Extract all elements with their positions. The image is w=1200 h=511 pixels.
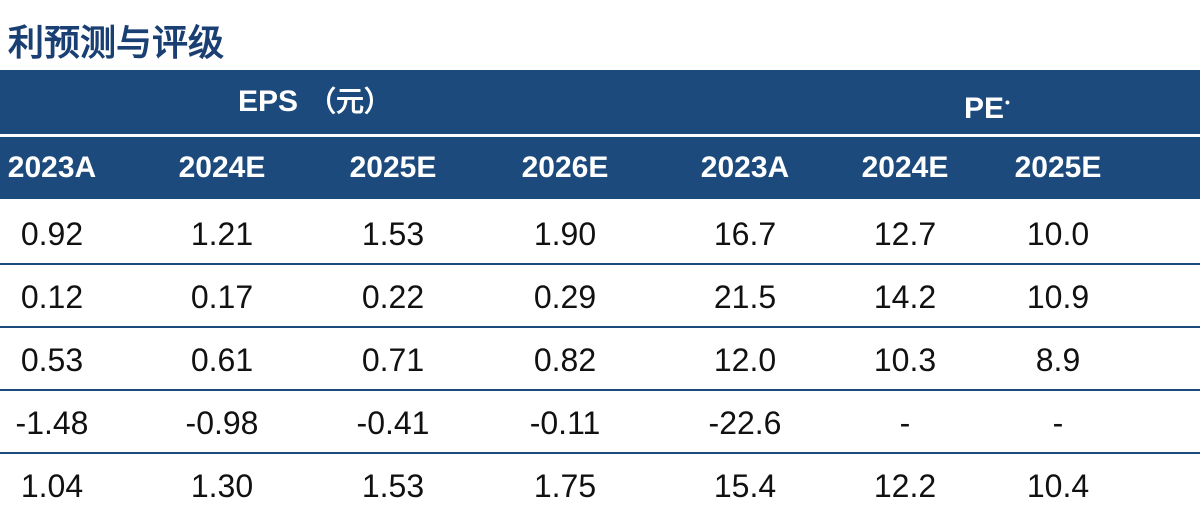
year-header-1: 2024E [178, 151, 266, 184]
table-cell: 0.17 [190, 279, 254, 315]
table-cell: 0.92 [20, 216, 84, 252]
table-cell: 1.53 [361, 216, 425, 252]
table-cell: - [899, 405, 911, 441]
table-cell: 8.9 [1035, 342, 1081, 378]
table-row: 1.04 1.30 1.53 1.75 15.4 12.2 10.4 [0, 455, 1200, 511]
table-cell: 1.30 [190, 468, 254, 504]
pe-group-header: PE• [964, 70, 1010, 134]
table-cell: -1.48 [15, 405, 89, 441]
table-row: 0.92 1.21 1.53 1.90 16.7 12.7 10.0 [0, 203, 1200, 265]
table-cell: 0.53 [20, 342, 84, 378]
table-cell: 12.2 [873, 468, 937, 504]
table-cell: 10.3 [873, 342, 937, 378]
table-cell: -0.98 [185, 405, 259, 441]
table-cell: 15.4 [713, 468, 777, 504]
year-header-row: 2023A2024E2025E2026E2023A2024E2025E2 [0, 137, 1200, 199]
table-cell: 16.7 [713, 216, 777, 252]
year-header-3: 2026E [521, 151, 609, 184]
table-cell: 0.82 [533, 342, 597, 378]
pe-label: PE [964, 92, 1005, 125]
group-header-row: EPS （元） PE• [0, 70, 1200, 134]
table-cell: 1.53 [361, 468, 425, 504]
table-cell: 0.22 [361, 279, 425, 315]
table-cell: 1.04 [20, 468, 84, 504]
table-cell: 0.61 [190, 342, 254, 378]
table-cell: 0.29 [533, 279, 597, 315]
table-cell: -22.6 [708, 405, 782, 441]
eps-label: EPS [238, 85, 299, 118]
year-header-0: 2023A [7, 151, 97, 184]
header-separator [0, 134, 1200, 137]
year-header-5: 2024E [861, 151, 949, 184]
table-cell: 21.5 [713, 279, 777, 315]
table-cell: 1.90 [533, 216, 597, 252]
table-cell: 1.21 [190, 216, 254, 252]
table-cell: 10.0 [1026, 216, 1090, 252]
table-cell: 0.12 [20, 279, 84, 315]
table-cell: 0.71 [361, 342, 425, 378]
table-cell: -0.41 [356, 405, 430, 441]
section-title: 利预测与评级 [8, 23, 225, 64]
table-cell: 14.2 [873, 279, 937, 315]
pe-footnote-mark: • [1005, 94, 1010, 110]
table-cell: 10.4 [1026, 468, 1090, 504]
forecast-table: EPS （元） PE• 2023A 2024E 2025E 2026E 2023A 2024… [0, 70, 1200, 511]
table-cell: -0.11 [529, 405, 601, 441]
table-row: -1.48 -0.98 -0.41 -0.11 -22.6 - - [0, 392, 1200, 454]
year-header-4: 2023A [700, 151, 790, 184]
table-cell: 12.7 [873, 216, 937, 252]
table-cell: 10.9 [1026, 279, 1090, 315]
table-row: 0.53 0.61 0.71 0.82 12.0 10.3 8.9 [0, 329, 1200, 391]
table-cell: - [1052, 405, 1064, 441]
year-header-2: 2025E [349, 151, 437, 184]
table-cell: 12.0 [713, 342, 777, 378]
eps-group-header: EPS （元） [238, 70, 392, 134]
table-cell: 1.75 [533, 468, 597, 504]
year-header-6: 2025E [1014, 151, 1102, 184]
eps-unit: （元） [308, 85, 393, 118]
table-row: 0.12 0.17 0.22 0.29 21.5 14.2 10.9 [0, 266, 1200, 328]
